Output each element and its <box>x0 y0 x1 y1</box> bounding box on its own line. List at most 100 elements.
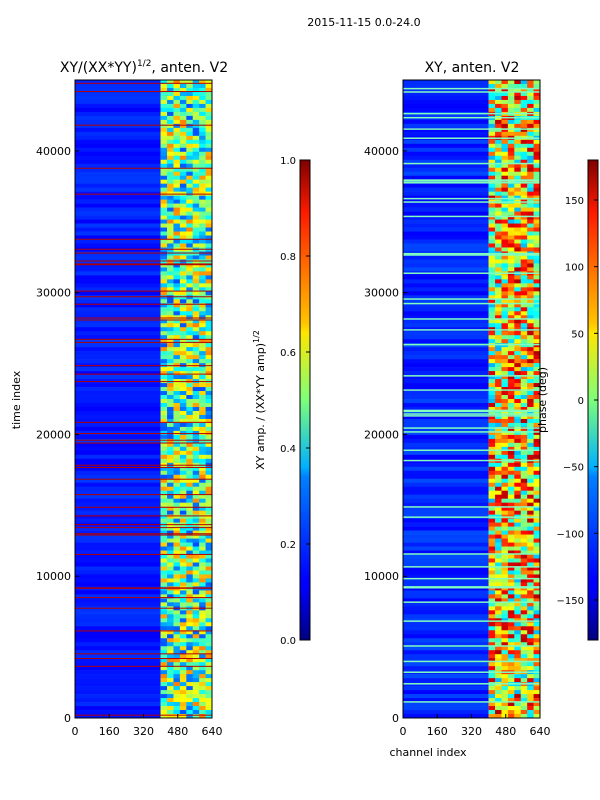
heat-cell <box>514 307 522 312</box>
heat-cell <box>75 303 161 308</box>
heat-cell <box>527 498 534 503</box>
heat-cell <box>199 630 206 635</box>
heat-cell <box>507 279 515 284</box>
heat-cell <box>192 359 200 364</box>
heat-cell <box>403 80 489 85</box>
heat-cell <box>173 343 181 348</box>
heat-cell <box>186 490 194 495</box>
heat-cell <box>75 578 161 583</box>
heat-cell <box>199 714 206 719</box>
x-tick-label: 160 <box>99 725 120 738</box>
heat-cell <box>199 343 206 348</box>
heat-cell <box>192 147 200 153</box>
heat-cell <box>403 303 489 308</box>
heat-cell <box>501 658 509 663</box>
heat-cell <box>179 123 187 129</box>
heat-cell <box>179 498 187 503</box>
heat-cell <box>520 454 528 460</box>
heat-cell <box>179 351 187 356</box>
heat-cell <box>533 630 541 635</box>
heat-cell <box>186 259 194 264</box>
heat-cell <box>533 163 541 169</box>
heat-cell <box>192 478 200 484</box>
heat-cell <box>167 91 174 97</box>
heat-stripe <box>403 201 540 203</box>
heat-cell <box>167 219 174 224</box>
heat-cell <box>403 399 489 404</box>
heat-cell <box>192 163 200 169</box>
heat-cell <box>173 215 181 220</box>
heat-cell <box>488 123 496 129</box>
heat-cell <box>507 219 515 224</box>
heat-cell <box>186 530 194 535</box>
heat-cell <box>527 562 534 567</box>
heat-cell <box>533 450 541 456</box>
heat-cell <box>199 159 206 165</box>
heat-cell <box>167 135 174 141</box>
heat-cell <box>507 666 515 671</box>
heat-cell <box>192 582 200 587</box>
heat-cell <box>167 682 174 687</box>
y-tick-label: 40000 <box>36 145 71 158</box>
heat-cell <box>167 678 174 683</box>
heat-cell <box>179 279 187 284</box>
heat-cell <box>160 135 168 141</box>
heat-cell <box>192 654 200 659</box>
heat-cell <box>75 618 161 623</box>
heat-cell <box>199 151 206 157</box>
heat-cell <box>507 538 515 543</box>
heat-cell <box>199 315 206 320</box>
heat-cell <box>186 159 194 165</box>
heat-cell <box>199 147 206 153</box>
heat-cell <box>186 482 194 488</box>
heat-cell <box>160 530 168 535</box>
heat-cell <box>501 646 509 651</box>
heat-cell <box>488 151 496 157</box>
heat-cell <box>179 466 187 472</box>
heat-cell <box>527 155 534 161</box>
heat-cell <box>514 167 522 173</box>
heat-cell <box>167 115 174 121</box>
heat-stripe <box>403 645 540 647</box>
heat-cell <box>403 167 489 173</box>
heat-cell <box>533 510 541 515</box>
heat-cell <box>179 199 187 204</box>
heat-cell <box>186 630 194 635</box>
heat-cell <box>514 259 522 264</box>
heat-cell <box>205 399 213 404</box>
heat-cell <box>199 103 206 109</box>
heat-cell <box>501 438 509 444</box>
heat-cell <box>527 606 534 611</box>
heat-cell <box>160 239 168 244</box>
heat-cell <box>179 371 187 376</box>
heat-cell <box>507 406 515 412</box>
heat-cell <box>514 598 522 603</box>
heat-cell <box>205 155 213 161</box>
heat-cell <box>501 482 509 488</box>
heat-cell <box>507 255 515 260</box>
heat-cell <box>192 510 200 515</box>
heat-cell <box>199 115 206 121</box>
heat-cell <box>192 454 200 460</box>
heat-cell <box>75 598 161 603</box>
heat-cell <box>488 662 496 667</box>
heat-cell <box>167 263 174 268</box>
heat-cell <box>520 331 528 336</box>
heat-cell <box>179 163 187 169</box>
heat-cell <box>192 115 200 121</box>
heat-cell <box>495 267 502 272</box>
heat-cell <box>514 470 522 476</box>
heat-cell <box>533 275 541 280</box>
heat-cell <box>501 622 509 627</box>
heat-cell <box>160 490 168 495</box>
heat-cell <box>167 267 174 272</box>
heat-cell <box>533 259 541 264</box>
heat-cell <box>488 626 496 631</box>
heat-cell <box>192 598 200 603</box>
heat-cell <box>403 478 489 484</box>
heat-cell <box>501 578 509 583</box>
heat-cell <box>507 566 515 571</box>
heat-cell <box>179 291 187 296</box>
heat-cell <box>520 606 528 611</box>
heat-cell <box>179 275 187 280</box>
